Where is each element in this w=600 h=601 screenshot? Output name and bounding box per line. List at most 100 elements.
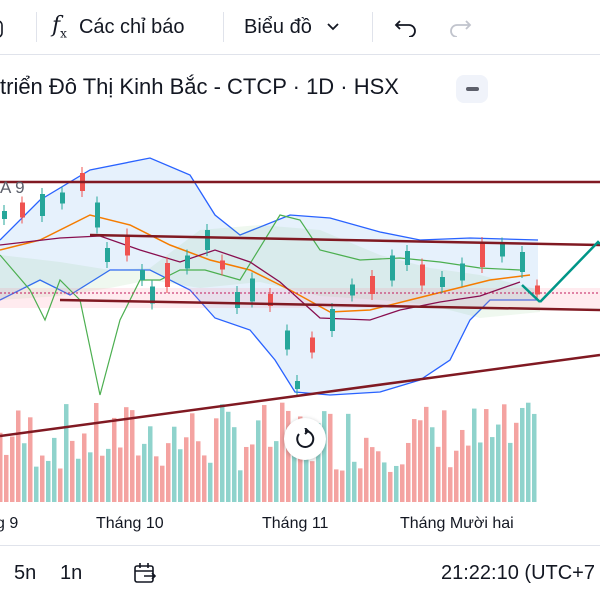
collapse-legend-button[interactable] <box>456 75 488 103</box>
volume-bar <box>376 451 381 502</box>
volume-bar <box>202 455 207 502</box>
candle-body <box>125 234 130 256</box>
volume-bar <box>442 410 447 502</box>
candle-body <box>500 243 505 257</box>
lagging-span-line <box>0 214 521 396</box>
price-chart[interactable] <box>0 112 600 510</box>
volume-bar <box>100 455 105 502</box>
volume-bar <box>16 410 21 502</box>
bottom-toolbar: 5n 1n 21:22:10 (UTC+7 <box>0 545 600 601</box>
calendar-range-icon <box>134 562 157 583</box>
candle-body <box>330 309 335 331</box>
volume-bar <box>328 413 333 502</box>
chart-type-dropdown[interactable]: Biểu đồ <box>244 0 340 54</box>
volume-bar <box>46 460 51 502</box>
volume-bar <box>262 405 267 502</box>
volume-bar <box>82 433 87 502</box>
candle-body <box>185 255 190 269</box>
volume-bar <box>436 446 441 502</box>
volume-bar <box>232 427 237 502</box>
add-indicator-partial-icon[interactable] <box>0 0 8 54</box>
volume-layer <box>0 402 537 502</box>
volume-bar <box>406 442 411 502</box>
volume-bar <box>166 443 171 502</box>
symbol-title[interactable]: triển Đô Thị Kinh Bắc - CTCP · 1D · HSX <box>0 74 399 99</box>
volume-bar <box>370 447 375 502</box>
volume-bar <box>394 465 399 502</box>
indicators-label: Các chỉ báo <box>78 15 185 38</box>
bollinger-band-fill <box>0 158 538 395</box>
volume-bar <box>322 411 327 502</box>
volume-bar <box>58 468 63 502</box>
volume-bar <box>466 445 471 502</box>
volume-bar <box>502 404 507 502</box>
volume-bar <box>472 408 477 502</box>
volume-bar <box>40 455 45 502</box>
volume-bar <box>430 427 435 502</box>
volume-bar <box>160 465 165 502</box>
base-line <box>0 235 521 321</box>
date-range-button[interactable] <box>132 546 158 601</box>
volume-bar <box>244 446 249 502</box>
volume-bar <box>484 409 489 502</box>
candle-body <box>165 263 170 287</box>
undo-icon <box>394 20 416 37</box>
volume-bar <box>304 453 309 502</box>
volume-bar <box>490 437 495 502</box>
volume-bar <box>142 443 147 502</box>
volume-bar <box>226 411 231 502</box>
volume-bar <box>106 448 111 502</box>
volume-bar <box>274 441 279 502</box>
volume-bar <box>346 413 351 502</box>
candle-body <box>20 202 25 218</box>
volume-bar <box>388 471 393 502</box>
x-axis-label: Tháng 10 <box>96 515 164 532</box>
candle-body <box>40 194 45 216</box>
toolbar-divider <box>36 12 37 42</box>
candle-body <box>535 285 540 295</box>
candle-body <box>310 337 315 353</box>
indicators-button[interactable]: fx Các chỉ báo <box>52 0 185 54</box>
ichimoku-cloud <box>0 225 540 318</box>
volume-bar <box>130 410 135 502</box>
volume-bar <box>196 441 201 502</box>
volume-bar <box>526 402 531 502</box>
candle-body <box>150 286 155 304</box>
volume-bar <box>280 402 285 502</box>
volume-bar <box>412 419 417 502</box>
volume-bar <box>382 462 387 502</box>
reset-chart-button[interactable] <box>284 418 326 460</box>
volume-bar <box>532 413 537 502</box>
volume-bar <box>190 413 195 502</box>
candle-body <box>520 252 525 272</box>
undo-button[interactable] <box>394 0 418 54</box>
volume-bar <box>448 467 453 502</box>
x-axis-label: Tháng 11 <box>262 515 329 532</box>
range-1y-button[interactable]: 1n <box>60 562 83 584</box>
candle-body <box>370 276 375 294</box>
projection-path <box>539 240 600 303</box>
volume-bar <box>88 452 93 502</box>
volume-bar <box>286 410 291 502</box>
candle-body <box>235 292 240 308</box>
toolbar-divider <box>372 12 373 42</box>
drawings-layer <box>0 180 600 438</box>
candle-body <box>480 243 485 267</box>
volume-bar <box>292 439 297 502</box>
redo-button[interactable] <box>448 0 472 54</box>
clock-time[interactable]: 21:22:10 (UTC+7 <box>441 562 595 584</box>
volume-bar <box>316 423 321 502</box>
support-trendline <box>0 353 600 438</box>
volume-bar <box>520 407 525 502</box>
range-5y-button[interactable]: 5n <box>14 562 37 584</box>
volume-bar <box>250 444 255 502</box>
candle-body <box>220 260 225 270</box>
reset-icon <box>296 428 315 448</box>
volume-bar <box>76 458 81 502</box>
channel-top-trendline <box>89 233 600 247</box>
volume-bar <box>496 424 501 502</box>
channel-bottom-trendline <box>59 298 600 312</box>
time-axis[interactable]: g 9 Tháng 10 Tháng 11 Tháng Mười hai <box>0 510 600 540</box>
symbol-header: triển Đô Thị Kinh Bắc - CTCP · 1D · HSX <box>0 62 600 112</box>
volume-bar <box>400 464 405 502</box>
